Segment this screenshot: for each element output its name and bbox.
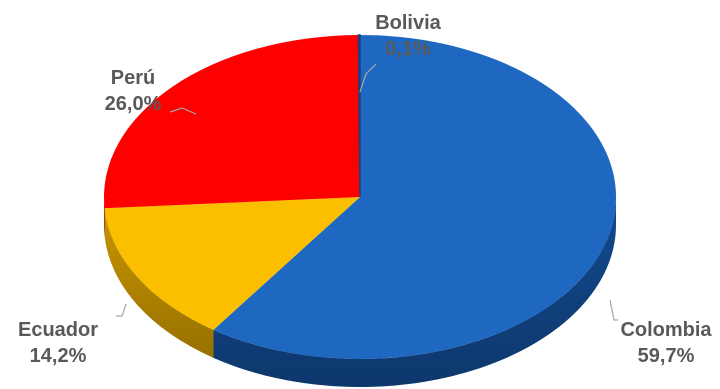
slice-value-peru: 26,0%: [105, 93, 162, 115]
slice-value-colombia: 59,7%: [638, 345, 695, 367]
slice-label-colombia: Colombia 59,7%: [620, 319, 712, 367]
slice-name-colombia: Colombia: [620, 319, 712, 341]
pie-slice-bolivia: [357, 34, 361, 198]
leader-line-ecuador: [116, 303, 127, 317]
slice-name-ecuador: Ecuador: [18, 319, 98, 341]
pie-side-shade-colombia: [213, 197, 616, 387]
slice-label-bolivia: Bolivia 0,1%: [375, 12, 441, 60]
pie-side-shade-ecuador: [104, 208, 214, 358]
leader-line-bolivia: [359, 63, 377, 93]
slice-value-ecuador: 14,2%: [30, 345, 87, 367]
slice-label-ecuador: Ecuador 14,2%: [18, 319, 98, 367]
slice-name-peru: Perú: [111, 67, 155, 89]
leader-line-colombia: [609, 299, 618, 321]
leader-line-peru: [169, 107, 197, 115]
slice-label-peru: Perú 26,0%: [105, 67, 162, 115]
slice-value-bolivia: 0,1%: [385, 38, 431, 60]
pie-tops: [103, 34, 617, 359]
slice-name-bolivia: Bolivia: [375, 12, 441, 34]
pie-sides: [104, 197, 616, 387]
pie-slice-colombia: [213, 35, 617, 359]
leader-lines: [116, 63, 618, 321]
pie-slice-peru: [103, 35, 360, 209]
pie-side-shade-peru: [104, 197, 105, 237]
pie-slice-ecuador: [104, 197, 360, 330]
